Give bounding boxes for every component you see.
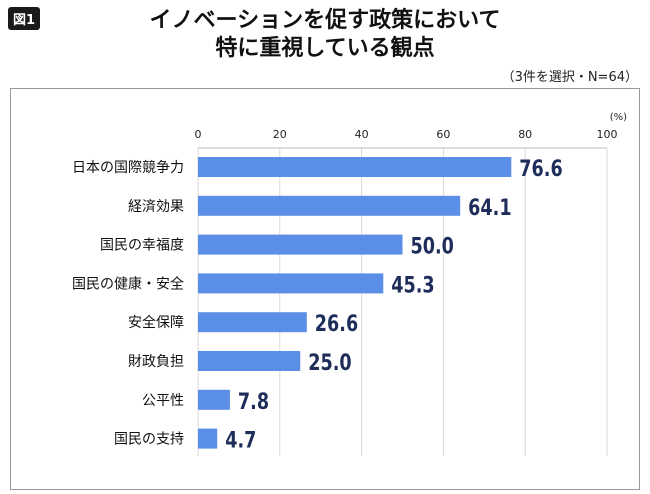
bar [198,234,403,255]
chart-title-line1: イノベーションを促す政策において [149,8,501,33]
category-label: 財政負担 [128,354,184,370]
bar [198,351,301,371]
bar [198,273,384,294]
category-label: 経済効果 [128,199,184,215]
tick-label: 60 [436,128,450,141]
bar [198,428,218,449]
category-label: 公平性 [142,393,184,409]
category-label: 日本の国際競争力 [72,160,184,176]
sample-note: （3件を選択・N=64） [501,70,638,85]
chart-title-line2: 特に重視している観点 [215,36,435,61]
value-label: 26.6 [315,311,358,336]
value-label: 7.8 [238,389,269,414]
tick-label: 0 [195,128,202,141]
chart-frame [10,88,640,490]
value-label: 45.3 [391,273,434,298]
figure-badge: 図1 [8,7,41,30]
bar [198,195,461,216]
bar [198,389,230,410]
category-label: 安全保障 [128,314,184,331]
bar [198,312,307,333]
category-label: 国民の幸福度 [100,238,184,254]
tick-label: 20 [273,128,287,141]
value-label: 76.6 [519,156,562,181]
value-label: 25.0 [308,350,351,375]
value-label: 50.0 [411,234,454,259]
tick-label: 80 [518,128,532,141]
category-label: 国民の健康・安全 [72,275,184,292]
tick-label: 40 [355,128,369,141]
unit-label: (%) [610,112,627,123]
value-label: 64.1 [468,195,511,220]
value-label: 4.7 [225,428,256,453]
tick-label: 100 [597,128,618,141]
category-label: 国民の支持 [114,432,184,448]
bar [198,157,512,177]
